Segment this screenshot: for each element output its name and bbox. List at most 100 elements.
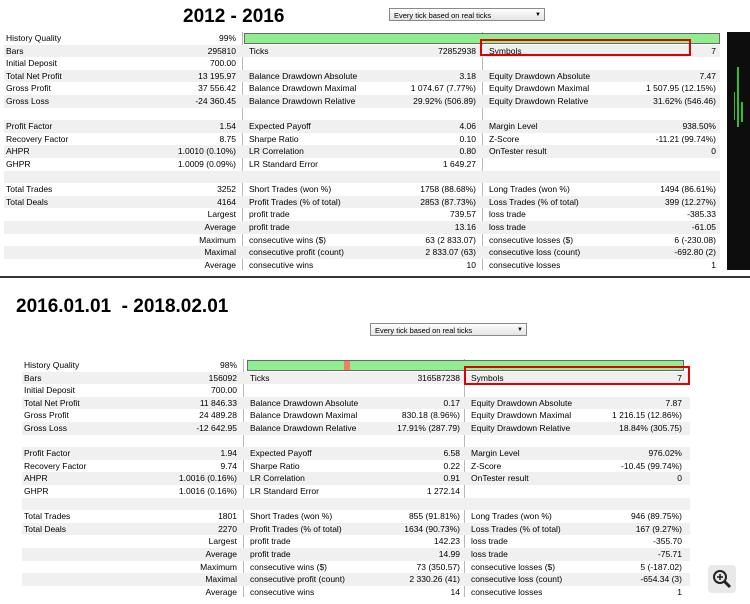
stat-value: 8.75 <box>219 133 236 144</box>
stat-value: 700.00 <box>211 385 237 396</box>
stat-label: Sharpe Ratio <box>249 133 299 144</box>
history-quality-label: History Quality <box>6 33 62 43</box>
panel1-dropdown-label: Every tick based on real ticks <box>394 11 492 20</box>
stat-label: Profit Factor <box>6 121 53 132</box>
stat-row: Largest profit trade 739.57 loss trade -385.… <box>4 208 720 221</box>
stat-sublabel: Maximal <box>205 574 237 585</box>
stat-label: loss trade <box>471 549 508 559</box>
stat-value: -10.45 (99.74%) <box>621 460 682 471</box>
stat-value: 1 <box>711 259 716 270</box>
stat-label: consecutive losses ($) <box>489 234 574 245</box>
stat-value: 0.80 <box>459 146 476 157</box>
stat-row: Maximal consecutive profit (count) 2 330.2… <box>22 573 690 586</box>
stat-value: 29.92% (506.89) <box>413 96 476 106</box>
history-quality-gap-marker <box>344 361 350 370</box>
stat-value: 142.23 <box>434 536 460 547</box>
stat-row: AHPR 1.0010 (0.10%) LR Correlation 0.80 OnTe… <box>4 145 720 158</box>
stat-label: Balance Drawdown Absolute <box>250 397 359 408</box>
stat-label: loss trade <box>489 209 526 220</box>
symbols-value: 7 <box>711 45 716 56</box>
stat-value: 1 216.15 (12.86%) <box>612 410 682 421</box>
stat-row: GHPR 1.0016 (0.16%) LR Standard Error 1 272… <box>22 485 690 498</box>
stat-row: Initial Deposit 700.00 <box>4 57 720 70</box>
stat-label: Total Deals <box>6 196 49 207</box>
stat-label: Initial Deposit <box>6 58 58 69</box>
stat-value: -355.70 <box>653 536 682 547</box>
stat-label: AHPR <box>24 473 48 484</box>
stat-value: -11.21 (99.74%) <box>655 133 716 144</box>
stat-label: Balance Drawdown Relative <box>249 96 356 106</box>
ticks-value: 72852938 <box>438 45 476 56</box>
stat-value: 1 <box>677 586 682 597</box>
stat-row: GHPR 1.0009 (0.09%) LR Standard Error 1 649… <box>4 158 720 171</box>
bars-value: 295810 <box>207 45 236 56</box>
panel2-dropdown-label: Every tick based on real ticks <box>375 326 473 335</box>
stat-row: Largest profit trade 142.23 loss trade -355.… <box>22 535 690 548</box>
stat-label: consecutive losses ($) <box>471 561 556 572</box>
stat-label: Equity Drawdown Maximal <box>471 410 572 421</box>
stat-label: Expected Payoff <box>249 121 311 132</box>
stat-label: consecutive profit (count) <box>250 574 345 585</box>
stat-label: consecutive loss (count) <box>471 574 563 585</box>
stat-value: 18.84% (305.75) <box>619 423 682 433</box>
stat-value: 6.58 <box>443 448 460 459</box>
stat-label: Profit Trades (% of total) <box>249 196 341 207</box>
stat-value: 1 649.27 <box>442 159 476 169</box>
stat-label: Recovery Factor <box>24 460 87 471</box>
stat-value: 2 330.26 (41) <box>409 574 460 585</box>
zoom-button[interactable] <box>708 565 736 593</box>
stat-value: 1 074.67 (7.77%) <box>410 83 476 94</box>
bars-label: Bars <box>6 45 24 56</box>
bars-label: Bars <box>24 372 42 383</box>
stat-value: 1.0010 (0.10%) <box>177 146 236 157</box>
stat-row: Average consecutive wins 14 consecutive los… <box>22 586 690 599</box>
stat-row: Total Deals 4164 Profit Trades (% of total… <box>4 195 720 209</box>
stat-label: OnTester result <box>489 146 547 157</box>
stat-value: 976.02% <box>648 448 682 459</box>
stat-value: 37 556.42 <box>198 83 236 94</box>
stat-value: 0.91 <box>443 473 460 484</box>
stat-value: 1.0009 (0.09%) <box>177 159 236 169</box>
stat-label: Profit Factor <box>24 448 71 459</box>
stat-value: 9.74 <box>220 460 237 471</box>
stat-row: Average profit trade 14.99 loss trade -75.71 <box>22 548 690 561</box>
stat-value: 399 (12.27%) <box>664 196 716 207</box>
stat-value: 17.91% (287.79) <box>397 423 460 433</box>
stat-label: consecutive wins <box>250 586 315 597</box>
stat-label: Long Trades (won %) <box>489 184 570 195</box>
panel1-model-dropdown[interactable]: Every tick based on real ticks ▼ <box>389 8 545 21</box>
stat-value: 13 195.97 <box>198 70 236 81</box>
stat-row: Maximum consecutive wins ($) 73 (350.57) co… <box>22 561 690 574</box>
stat-value: 1634 (90.73%) <box>404 523 460 534</box>
stat-row: Recovery Factor 9.74 Sharpe Ratio 0.22 Z-Sco… <box>22 460 690 473</box>
stat-sublabel: Largest <box>207 209 236 220</box>
stat-value: -385.33 <box>687 209 716 220</box>
stat-value: -75.71 <box>657 549 682 559</box>
stat-row: Total Trades 1801 Short Trades (won %) 855 … <box>22 510 690 523</box>
stat-label: consecutive losses <box>471 586 543 597</box>
stat-sublabel: Maximal <box>204 247 236 258</box>
stat-label: Margin Level <box>471 448 520 459</box>
stat-value: 739.57 <box>450 209 476 220</box>
stat-label: Balance Drawdown Maximal <box>250 410 358 421</box>
stat-label: GHPR <box>6 159 31 169</box>
stat-label: OnTester result <box>471 473 529 484</box>
stat-label: Total Trades <box>24 511 71 522</box>
history-quality-label: History Quality <box>24 360 80 370</box>
stat-value: -12 642.95 <box>196 423 237 433</box>
stat-row: Maximal consecutive profit (count) 2 833.0… <box>4 246 720 259</box>
stat-sublabel: Average <box>205 549 237 559</box>
stat-row: Total Trades 3252 Short Trades (won %) 1758… <box>4 183 720 196</box>
zoom-in-icon <box>713 570 732 589</box>
stat-label: profit trade <box>250 549 291 559</box>
stat-label: LR Correlation <box>249 146 304 157</box>
chevron-down-icon: ▼ <box>517 327 523 333</box>
stat-value: 1494 (86.61%) <box>660 184 716 195</box>
symbols-label: Symbols <box>471 372 504 383</box>
stat-label: Loss Trades (% of total) <box>489 196 579 207</box>
panel2-model-dropdown[interactable]: Every tick based on real ticks ▼ <box>370 323 527 336</box>
stat-label: consecutive profit (count) <box>249 247 344 258</box>
stat-label: Profit Trades (% of total) <box>250 523 342 534</box>
stat-value: 63 (2 833.07) <box>425 234 476 245</box>
stat-label: Balance Drawdown Relative <box>250 423 357 433</box>
